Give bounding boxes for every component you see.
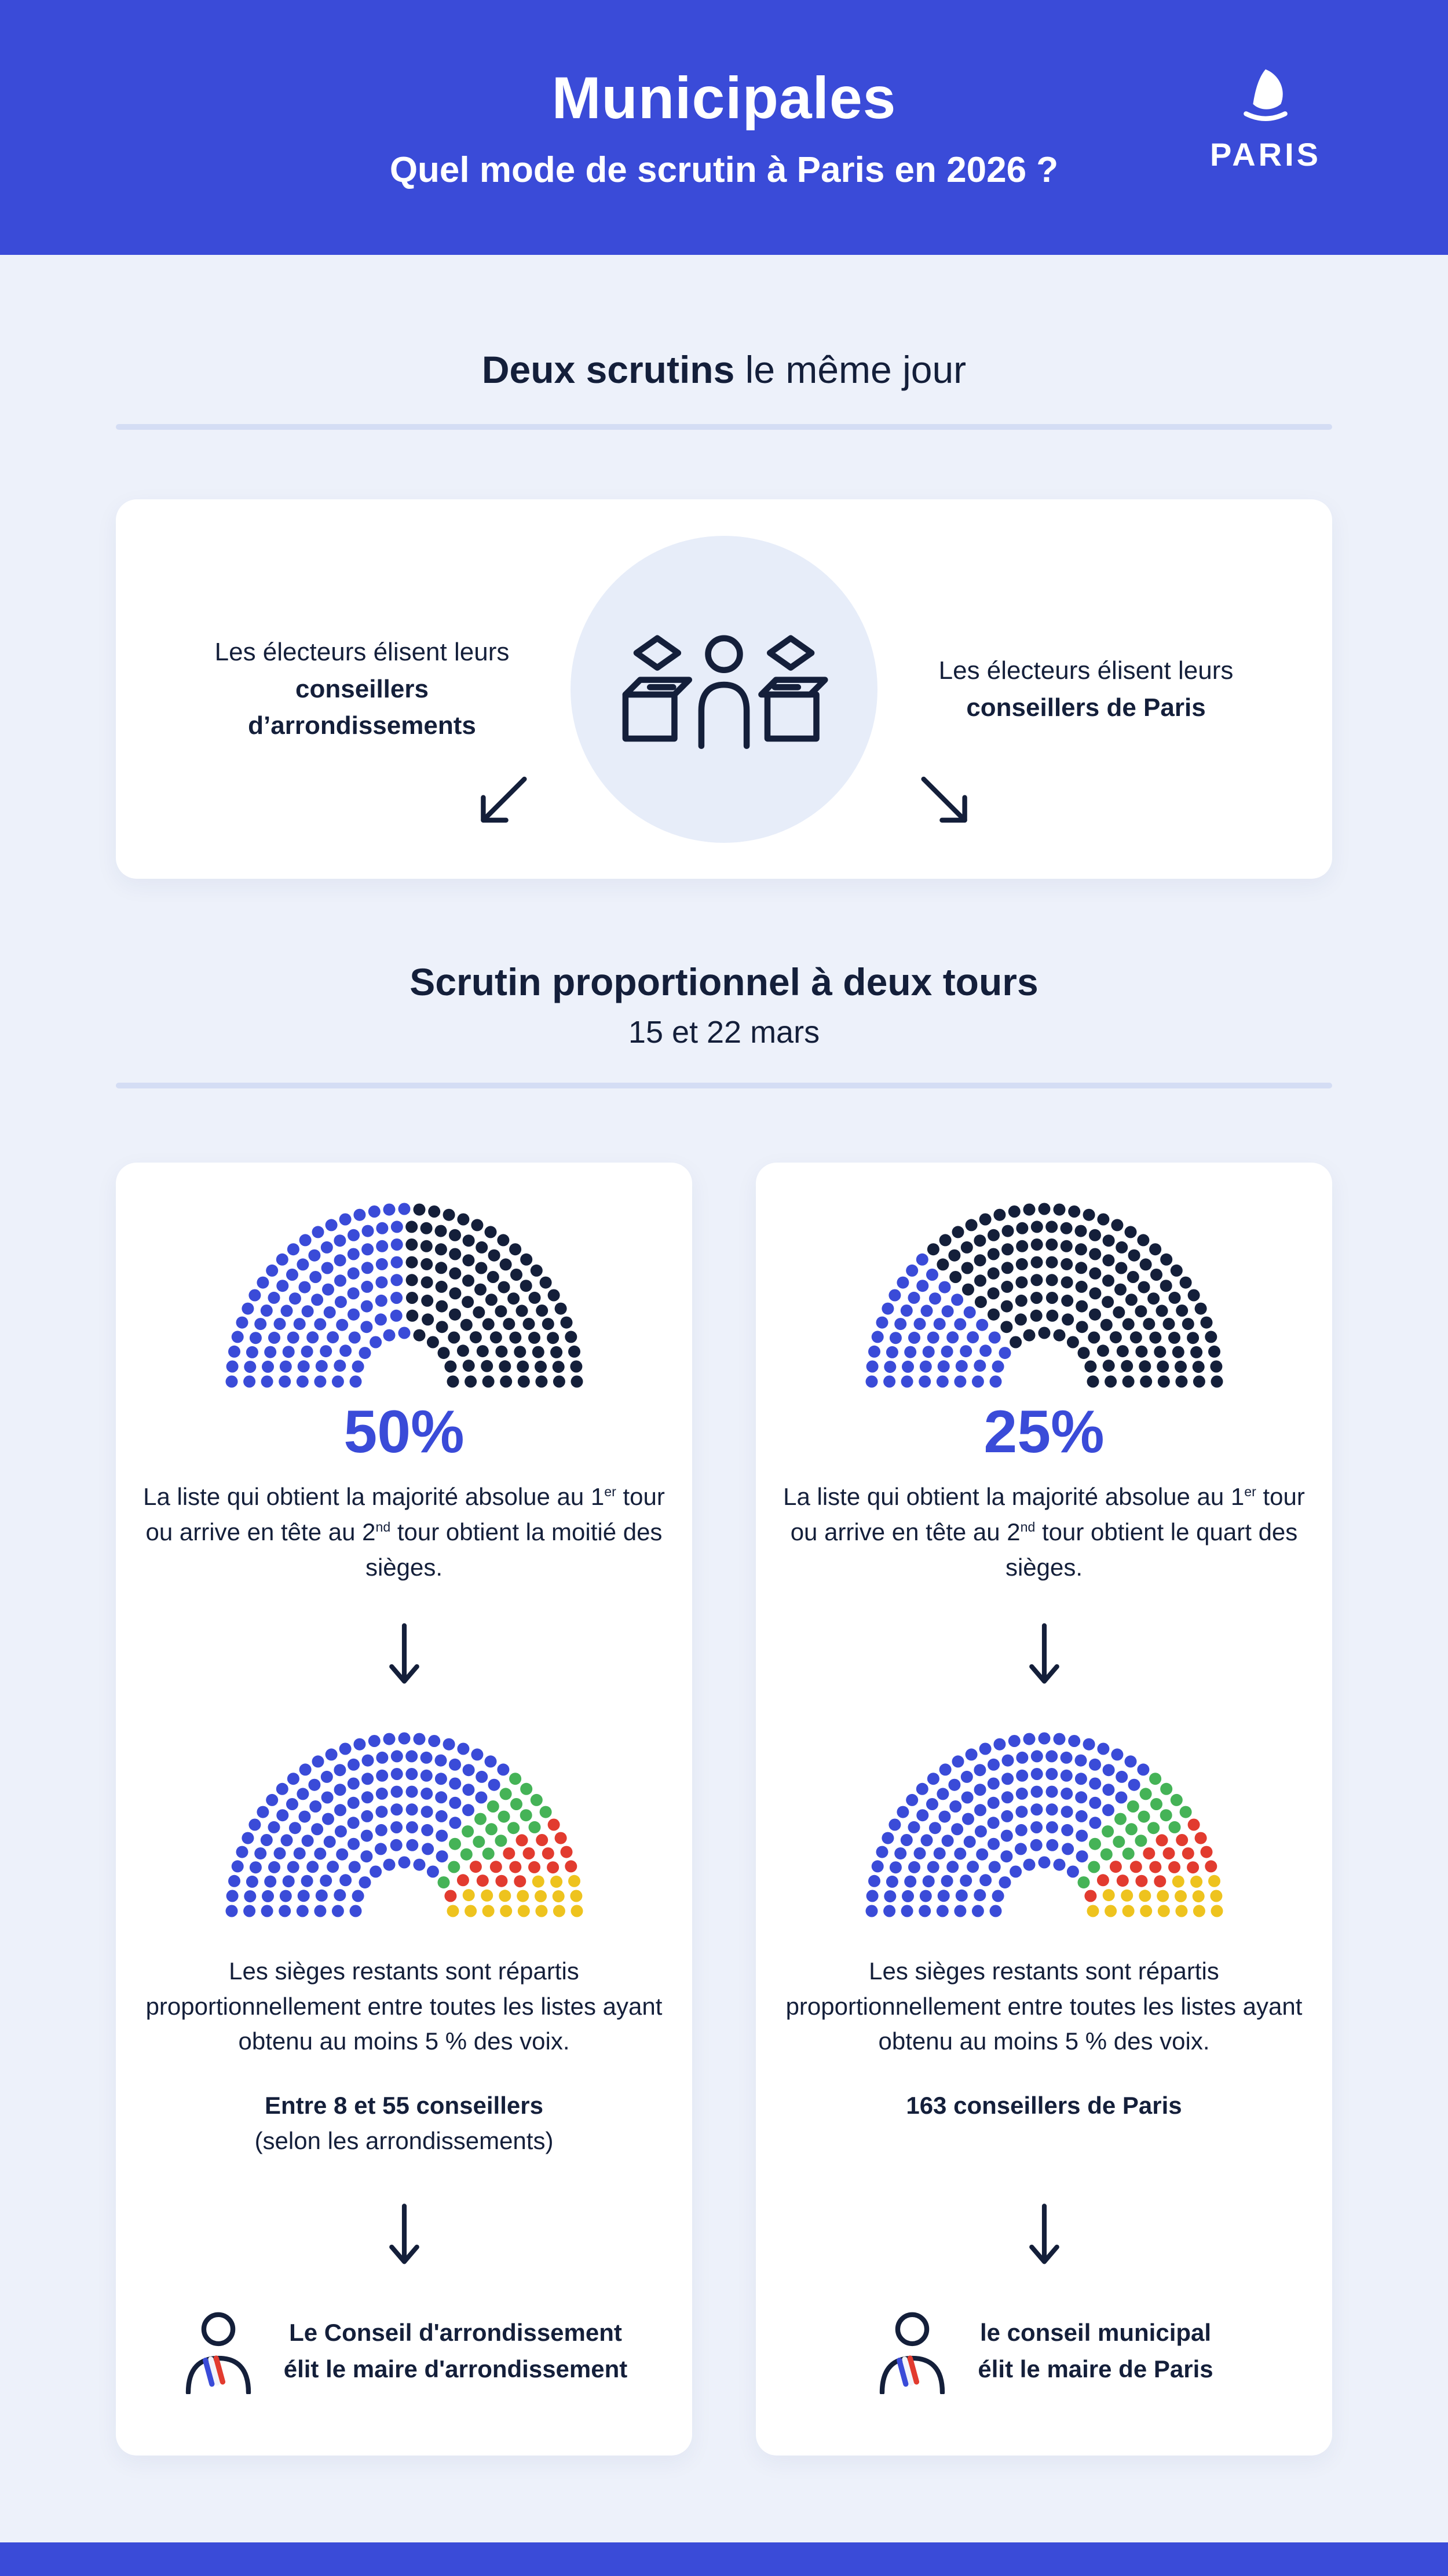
page-title: Municipales: [551, 65, 897, 131]
p1-c: tour obtient la moitié des sièges.: [365, 1518, 663, 1581]
p1-sup2: nd: [375, 1519, 391, 1534]
p1-sup1: er: [1244, 1484, 1256, 1499]
p1-sup1: er: [604, 1484, 616, 1499]
arrow-down-right-icon: [921, 776, 967, 823]
arrondissement-card: 50% La liste qui obtient la majorité abs…: [116, 1163, 692, 2456]
ballot-illustration-circle: [571, 535, 877, 843]
scrutin-cards: 50% La liste qui obtient la majorité abs…: [116, 1163, 1332, 2456]
main-content: Deux scrutins le même jour Les électeurs…: [116, 348, 1332, 2456]
sailboat-icon: [1244, 69, 1288, 121]
remaining-seats-text-left: Les sièges restants sont répartis propor…: [145, 1957, 663, 2055]
ballot-card: Les électeurs élisent leurs conseillers …: [116, 499, 1332, 879]
percent-label-left: 50%: [343, 1398, 465, 1466]
footer-bar: [0, 2542, 1448, 2576]
paris-card: 25% La liste qui obtient la majorité abs…: [756, 1163, 1332, 2456]
divider-top: [116, 424, 1332, 430]
mayor-line2-left: élit le maire d'arrondissement: [283, 2355, 628, 2383]
p1-b: tour ou arrive en tête au 2: [145, 1483, 665, 1545]
electors-paris-text: Les électeurs élisent leurs conseillers …: [924, 652, 1248, 726]
mayor-text-right: le conseil municipal élit le maire de Pa…: [978, 2314, 1213, 2387]
electors-right-pre: Les électeurs élisent leurs: [938, 656, 1234, 685]
p1-sup2: nd: [1020, 1519, 1036, 1534]
p1-c: tour obtient le quart des sièges.: [1005, 1518, 1298, 1581]
section-title-proportionnel: Scrutin proportionnel à deux tours: [409, 960, 1039, 1003]
divider-middle: [116, 1083, 1332, 1088]
seat-count-right: 163 conseillers de Paris: [906, 2092, 1182, 2120]
paris-logo: PARIS: [1199, 64, 1332, 173]
mayor-line2-right: élit le maire de Paris: [978, 2355, 1213, 2383]
mayor-line1-right: le conseil municipal: [979, 2319, 1212, 2347]
section-title-deux-scrutins: Deux scrutins le même jour: [116, 348, 1332, 392]
arrow-down-left-icon: [481, 776, 527, 823]
mayor-line1-left: Le Conseil d'arrondissement: [289, 2319, 622, 2347]
electors-arrondissement-text: Les électeurs élisent leurs conseillers …: [200, 634, 524, 744]
majority-rule-text-left: La liste qui obtient la majorité absolue…: [138, 1479, 671, 1585]
seat-count-block-left: Entre 8 et 55 conseillers (selon les arr…: [255, 2088, 554, 2166]
arrow-down-icon: [1029, 2204, 1059, 2264]
hemicycle-proportional-paris: [865, 1732, 1223, 1917]
p1-a: La liste qui obtient la majorité absolue…: [143, 1483, 605, 1510]
header-bar: Municipales Quel mode de scrutin à Paris…: [0, 0, 1448, 255]
mayor-text-left: Le Conseil d'arrondissement élit le mair…: [284, 2314, 628, 2387]
hemicycle-proportional-arrondissement: [225, 1732, 583, 1917]
arrow-down-icon: [389, 1623, 419, 1684]
p1-a: La liste qui obtient la majorité absolue…: [783, 1483, 1245, 1510]
arrow-down-icon: [1029, 1623, 1059, 1684]
section-title-rest: le même jour: [734, 348, 967, 391]
hemicycle-majority-paris: [865, 1203, 1223, 1388]
electors-left-pre: Les électeurs élisent leurs: [214, 637, 510, 666]
percent-label-right: 25%: [983, 1398, 1105, 1466]
seat-count-block-right: 163 conseillers de Paris: [906, 2088, 1182, 2166]
seat-count-left: Entre 8 et 55 conseillers: [265, 2092, 543, 2120]
seat-count-note-left: (selon les arrondissements): [254, 2127, 554, 2155]
mayor-row-left: Le Conseil d'arrondissement élit le mair…: [181, 2307, 628, 2395]
page-subtitle: Quel mode de scrutin à Paris en 2026 ?: [389, 150, 1059, 190]
mayor-sash-icon: [880, 2312, 945, 2395]
mayor-sash-icon: [185, 2312, 251, 2395]
election-dates: 15 et 22 mars: [628, 1015, 820, 1050]
arrow-down-icon: [389, 2204, 419, 2264]
section-title-bold: Deux scrutins: [481, 348, 735, 391]
voter-ballot-boxes-icon: [622, 635, 828, 749]
mayor-row-right: le conseil municipal élit le maire de Pa…: [875, 2307, 1213, 2395]
majority-rule-text-right: La liste qui obtient la majorité absolue…: [778, 1479, 1311, 1585]
paris-wordmark: PARIS: [1210, 136, 1321, 173]
electors-left-bold: conseillers d’arrondissements: [248, 674, 476, 740]
remaining-seats-text-right: Les sièges restants sont répartis propor…: [785, 1957, 1303, 2055]
hemicycle-majority-arrondissement: [225, 1203, 583, 1388]
electors-right-bold: conseillers de Paris: [966, 693, 1206, 722]
p1-b: tour ou arrive en tête au 2: [790, 1483, 1305, 1545]
